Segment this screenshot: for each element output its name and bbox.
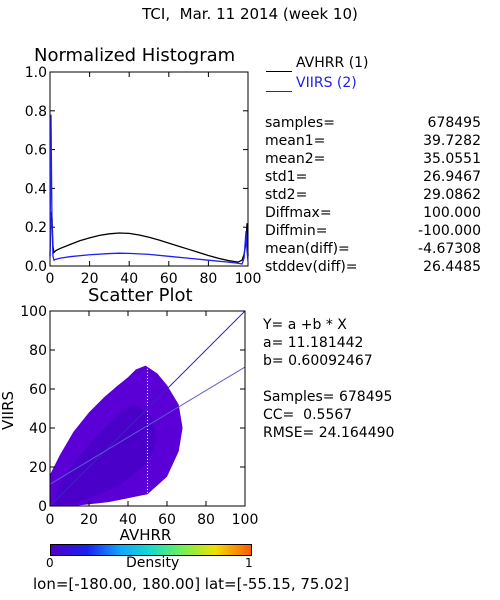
scatter-identity-line — [49, 310, 246, 507]
stat-row-diffmax: Diffmax= 100.000 — [265, 205, 495, 225]
regression-equation: Y= a +b * X — [263, 317, 347, 333]
histogram-series-avhrr — [49, 211, 249, 263]
scatter-x-tick-label: 80 — [197, 512, 215, 528]
histogram-x-tick-label: 60 — [160, 271, 178, 287]
colorbar-label: Density — [126, 555, 180, 571]
scatter-y-tick-label: 40 — [29, 421, 47, 437]
scatter-y-tick-label: 60 — [29, 382, 47, 398]
scatter-x-tick-label: 40 — [119, 512, 137, 528]
scatter-x-axis-label: AVHRR — [120, 526, 172, 544]
stat-row-std1: std1= 26.9467 — [265, 169, 495, 189]
colorbar — [50, 544, 252, 556]
stat-key: std1= — [265, 169, 308, 185]
histogram-x-tick-label: 40 — [120, 271, 138, 287]
scatter-frame — [49, 310, 246, 507]
scatter-x-tick-label: 0 — [46, 512, 55, 528]
stat-key: mean2= — [265, 151, 326, 167]
histogram-y-tick-label: 0.4 — [25, 181, 47, 197]
colorbar-min-label: 0 — [46, 556, 54, 570]
stat-value: -4.67308 — [418, 241, 481, 257]
stat-key: Diffmin= — [265, 223, 328, 239]
stat-key: samples= — [265, 115, 335, 131]
stat-key: mean1= — [265, 133, 326, 149]
regression-a: a= 11.181442 — [263, 335, 364, 351]
histogram-series-viirs — [49, 114, 249, 265]
legend-line-avhrr — [266, 71, 292, 72]
scatter-density-core — [53, 404, 158, 506]
histogram-y-tick-label: 1.0 — [25, 65, 47, 81]
histogram-x-tick-label: 80 — [199, 271, 217, 287]
stat-key: Diffmax= — [265, 205, 332, 221]
stat-row-stddev-diff: stddev(diff)= 26.4485 — [265, 259, 495, 279]
histogram-y-tick-label: 0.6 — [25, 143, 47, 159]
regression-samples: Samples= 678495 — [263, 389, 393, 405]
stat-value: 29.0862 — [423, 187, 481, 203]
colorbar-max-label: 1 — [245, 556, 253, 570]
stat-value: -100.000 — [418, 223, 481, 239]
histogram-x-tick-label: 20 — [81, 271, 99, 287]
stat-row-diffmin: Diffmin= -100.000 — [265, 223, 495, 243]
stat-row-std2: std2= 29.0862 — [265, 187, 495, 207]
scatter-x-tick-label: 60 — [158, 512, 176, 528]
histogram-y-tick-label: 0.2 — [25, 220, 47, 236]
stat-value: 26.9467 — [423, 169, 481, 185]
scatter-x-tick-label: 100 — [232, 512, 259, 528]
stat-row-samples: samples= 678495 — [265, 115, 495, 135]
stat-row-mean2: mean2= 35.0551 — [265, 151, 495, 171]
scatter-y-tick-label: 100 — [20, 304, 47, 320]
legend-label-viirs: VIIRS (2) — [296, 75, 357, 91]
stat-value: 678495 — [427, 115, 481, 131]
stat-value: 26.4485 — [423, 259, 481, 275]
histogram-y-tick-label: 0.8 — [25, 104, 47, 120]
scatter-y-tick-label: 0 — [38, 499, 47, 515]
stat-value: 35.0551 — [423, 151, 481, 167]
scatter-y-tick-label: 80 — [29, 343, 47, 359]
stat-value: 39.7282 — [423, 133, 481, 149]
histogram-x-tick-label: 100 — [235, 271, 262, 287]
stat-value: 100.000 — [423, 205, 481, 221]
scatter-title: Scatter Plot — [88, 285, 193, 306]
histogram-y-tick-label: 0.0 — [25, 259, 47, 275]
regression-cc: CC= 0.5567 — [263, 407, 353, 423]
scatter-y-axis-label: VIIRS — [0, 391, 17, 430]
stat-row-mean1: mean1= 39.7282 — [265, 133, 495, 153]
stat-row-mean-diff: mean(diff)= -4.67308 — [265, 241, 495, 261]
stat-key: mean(diff)= — [265, 241, 350, 257]
histogram-x-tick-label: 0 — [46, 271, 55, 287]
stat-key: std2= — [265, 187, 308, 203]
scatter-y-tick-label: 20 — [29, 460, 47, 476]
legend-label-avhrr: AVHRR (1) — [296, 55, 369, 71]
histogram-title: Normalized Histogram — [34, 45, 236, 66]
scatter-x-tick-label: 20 — [80, 512, 98, 528]
stat-key: stddev(diff)= — [265, 259, 358, 275]
histogram-chart: 0 20 40 60 80 100 0.0 0.2 0.4 0.6 0.8 1.0 — [25, 65, 262, 287]
regression-b: b= 0.60092467 — [263, 353, 373, 369]
scatter-points — [50, 365, 183, 506]
legend-line-viirs — [266, 91, 292, 92]
footer-bounds: lon=[-180.00, 180.00] lat=[-55.15, 75.02… — [33, 575, 350, 593]
scatter-fit-line — [49, 366, 246, 485]
page-title: TCI, Mar. 11 2014 (week 10) — [142, 5, 358, 23]
regression-rmse: RMSE= 24.164490 — [263, 425, 395, 441]
